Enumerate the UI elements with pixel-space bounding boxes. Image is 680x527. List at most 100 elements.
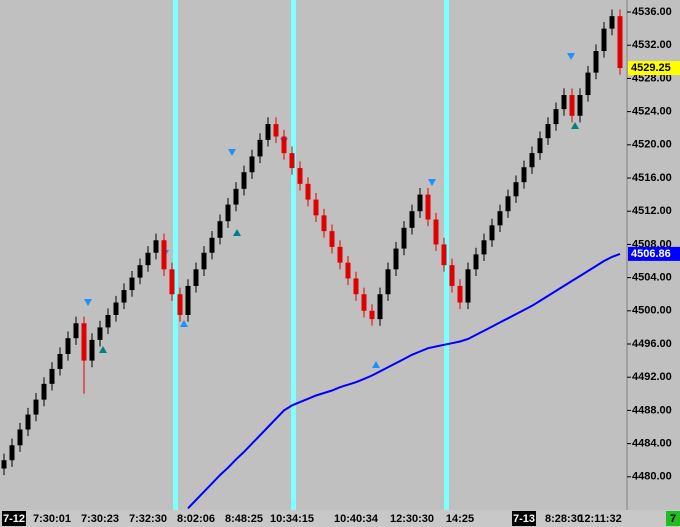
y-tick-label: 4480.00 [632, 471, 672, 483]
y-tick-label: 4512.00 [632, 205, 672, 217]
buy-marker [180, 320, 188, 327]
candle-body [121, 290, 127, 303]
candle-body [481, 240, 487, 255]
candle-body [609, 16, 615, 29]
sell-marker [228, 149, 236, 156]
candle-body [577, 95, 583, 116]
candle-body [209, 237, 215, 253]
candle-body [217, 221, 223, 238]
corner-label: 7 [670, 513, 676, 525]
candle-body [25, 414, 31, 430]
x-tick-label: 8:48:25 [225, 513, 263, 525]
candle-body [65, 338, 71, 354]
candle-body [393, 248, 399, 270]
x-tick-label: 8:02:06 [177, 513, 215, 525]
candle-body [593, 51, 599, 73]
signal-markers [84, 53, 579, 368]
x-tick-label: 7:30:23 [81, 513, 119, 525]
date-label-box [2, 511, 26, 526]
candle-body [233, 188, 239, 205]
candle-body [417, 194, 423, 212]
y-tick-label: 4532.00 [632, 39, 672, 51]
buy-marker [99, 346, 107, 353]
x-tick-label: 8:28:30 [545, 513, 583, 525]
candle-body [265, 124, 271, 140]
candle-body [49, 368, 55, 384]
x-tick-label: 10:40:34 [334, 513, 379, 525]
candle-body [521, 167, 527, 183]
candle-body [81, 323, 87, 361]
session-separator [173, 0, 178, 510]
candle-body [289, 153, 295, 169]
candle-body [401, 227, 407, 249]
y-tick-label: 4516.00 [632, 172, 672, 184]
x-axis-strip [0, 510, 680, 527]
candle-body [297, 168, 303, 184]
y-tick-label: 4500.00 [632, 305, 672, 317]
x-tick-label: 7:32:30 [129, 513, 167, 525]
buy-marker [372, 361, 380, 368]
y-tick-label: 4492.00 [632, 371, 672, 383]
candle-body [337, 246, 343, 263]
candle-body [361, 294, 367, 311]
candle-body [329, 231, 335, 247]
sell-marker [567, 53, 575, 60]
candle-body [145, 252, 151, 266]
candle-body [177, 294, 183, 315]
candle-body [17, 429, 23, 446]
sell-marker [84, 299, 92, 306]
candle-body [409, 211, 415, 228]
candle-body [497, 211, 503, 226]
candle-body [601, 28, 607, 52]
candle-body [321, 215, 327, 232]
candle-body [377, 294, 383, 320]
candle-body [249, 156, 255, 173]
y-tick-label: 4524.00 [632, 106, 672, 118]
candle-body [553, 109, 559, 125]
candle-body [441, 244, 447, 266]
candle-body [345, 262, 351, 279]
candle-body [457, 285, 463, 303]
corner-box [666, 511, 680, 526]
candle-body [137, 265, 143, 278]
sell-marker [428, 179, 436, 186]
candle-body [185, 285, 191, 315]
candle-body [193, 269, 199, 286]
candle-body [505, 196, 511, 212]
candle-body [273, 124, 279, 137]
y-tick-label: 4496.00 [632, 338, 672, 350]
x-tick-label: 7-12 [3, 513, 25, 525]
candle-body [489, 225, 495, 241]
candle-body [305, 183, 311, 200]
candle-body [1, 460, 7, 469]
candle-body [33, 399, 39, 415]
candle-body [57, 353, 63, 369]
x-tick-label: 7-13 [513, 513, 535, 525]
overlay-price-label: 4506.86 [631, 248, 671, 260]
moving-average-line [187, 252, 621, 509]
candle-body [569, 95, 575, 116]
candle-body [105, 314, 111, 328]
candle-body [369, 310, 375, 320]
candle-body [473, 254, 479, 270]
x-tick-label: 10:34:15 [270, 513, 314, 525]
candle-body [241, 172, 247, 189]
y-tick-label: 4488.00 [632, 404, 672, 416]
date-label-box [512, 511, 536, 526]
candle-body [9, 445, 15, 461]
y-tick-label: 4528.00 [632, 72, 672, 84]
candle-body [153, 240, 159, 253]
overlay-price-box [628, 246, 680, 261]
candle-body [169, 269, 175, 295]
candle-body [585, 72, 591, 96]
y-tick-label: 4484.00 [632, 438, 672, 450]
candle-body [201, 252, 207, 270]
candle-body [161, 240, 167, 270]
candle-body [425, 194, 431, 220]
candle-body [465, 269, 471, 303]
candle-body [113, 302, 119, 315]
candle-body [449, 265, 455, 286]
y-tick-label: 4536.00 [632, 6, 672, 18]
